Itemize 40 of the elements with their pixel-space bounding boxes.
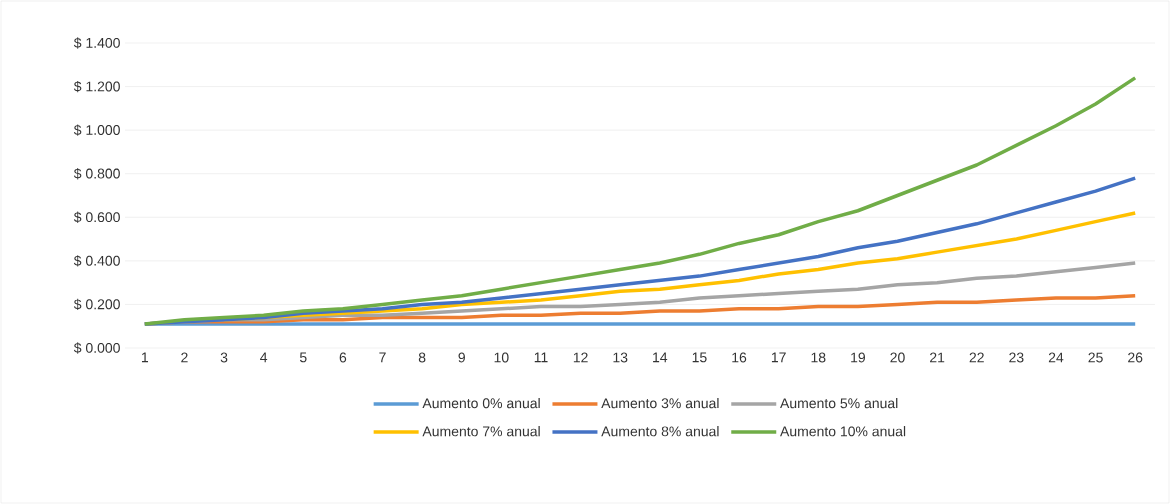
x-tick-label: 15 [692,352,707,363]
x-tick-label: 13 [613,352,628,363]
x-tick-label: 1 [141,352,149,363]
y-tick-label: $ 0.000 [73,342,120,354]
x-tick-label: 17 [771,352,786,363]
x-tick-label: 21 [930,352,945,363]
x-tick-label: 26 [1128,352,1143,363]
x-tick-label: 12 [573,352,588,363]
x-tick-label: 14 [653,352,668,363]
legend-label: Aumento 8% anual [601,426,719,437]
y-tick-label: $ 0.200 [73,298,120,311]
x-tick-label: 7 [379,352,386,363]
y-tick-label: $ 1.000 [73,124,120,136]
y-tick-label: $ 0.600 [73,211,120,223]
x-tick-label: 2 [181,352,188,363]
x-tick-label: 6 [339,352,347,363]
x-tick-label: 10 [494,352,509,363]
x-tick-label: 8 [418,352,426,363]
y-tick-label: $ 0.800 [73,168,120,180]
y-tick-label: $ 1.400 [73,37,120,49]
legend-label: Aumento 7% anual [422,426,540,437]
x-tick-label: 18 [811,352,826,363]
legend-label: Aumento 5% anual [780,397,898,409]
x-tick-label: 24 [1048,352,1064,363]
x-tick-label: 9 [458,352,465,363]
x-tick-label: 22 [969,352,984,363]
y-tick-label: $ 1.200 [73,80,120,93]
x-tick-label: 23 [1009,352,1024,363]
x-tick-label: 16 [732,352,747,363]
legend-label: Aumento 3% anual [601,397,719,409]
x-tick-label: 20 [890,352,905,363]
legend-label: Aumento 10% anual [780,426,906,437]
legend-label: Aumento 0% anual [422,397,540,409]
y-tick-label: $ 0.400 [73,255,120,267]
x-tick-label: 19 [851,352,865,363]
x-tick-label: 4 [260,352,268,363]
x-tick-label: 5 [299,352,307,363]
x-tick-label: 25 [1088,352,1103,363]
x-tick-label: 11 [534,352,548,363]
x-tick-label: 3 [220,352,228,363]
